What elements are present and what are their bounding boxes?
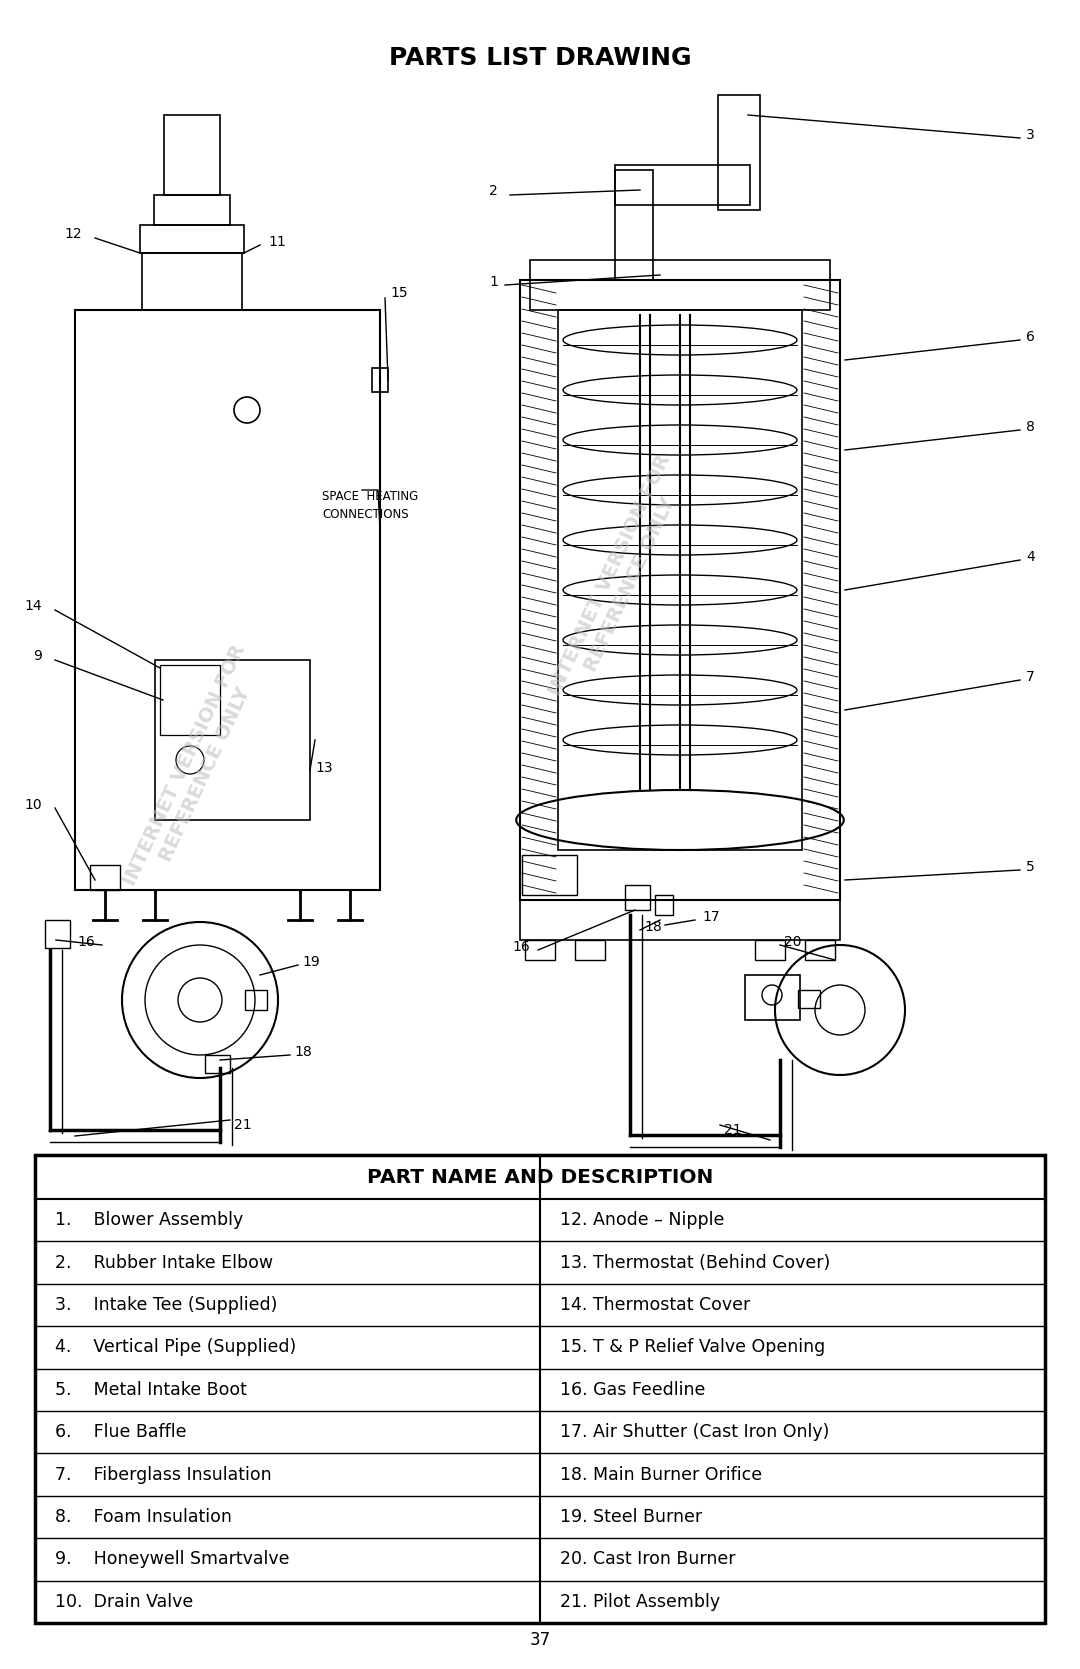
Text: 9.    Honeywell Smartvalve: 9. Honeywell Smartvalve bbox=[55, 1551, 289, 1569]
Bar bbox=[154, 195, 230, 225]
Bar bbox=[35, 1155, 1045, 1198]
Bar bbox=[805, 940, 835, 960]
Text: 15. T & P Relief Valve Opening: 15. T & P Relief Valve Opening bbox=[561, 1339, 825, 1357]
Text: 18: 18 bbox=[644, 920, 662, 935]
Bar bbox=[558, 310, 802, 850]
Text: 12: 12 bbox=[65, 227, 82, 240]
Text: 12. Anode – Nipple: 12. Anode – Nipple bbox=[561, 1212, 725, 1228]
Text: 14: 14 bbox=[25, 599, 42, 613]
Bar bbox=[156, 659, 310, 819]
Text: 17: 17 bbox=[702, 910, 719, 925]
Text: 6.    Flue Baffle: 6. Flue Baffle bbox=[55, 1424, 187, 1442]
Bar bbox=[372, 367, 388, 392]
Text: 11: 11 bbox=[268, 235, 286, 249]
Text: 18. Main Burner Orifice: 18. Main Burner Orifice bbox=[561, 1465, 762, 1484]
Bar bbox=[530, 260, 831, 310]
Bar bbox=[75, 310, 380, 890]
Text: 1: 1 bbox=[489, 275, 498, 289]
Text: INTERNET VERSION FOR
REFERENCE ONLY: INTERNET VERSION FOR REFERENCE ONLY bbox=[545, 452, 694, 708]
Text: 7: 7 bbox=[1026, 669, 1035, 684]
Text: 16: 16 bbox=[78, 935, 95, 950]
Text: 14. Thermostat Cover: 14. Thermostat Cover bbox=[561, 1297, 751, 1314]
Text: SPACE  HEATING
CONNECTIONS: SPACE HEATING CONNECTIONS bbox=[322, 491, 418, 521]
Text: 19. Steel Burner: 19. Steel Burner bbox=[561, 1509, 702, 1525]
Text: 6: 6 bbox=[1026, 330, 1035, 344]
Text: 21. Pilot Assembly: 21. Pilot Assembly bbox=[561, 1592, 720, 1611]
Bar bbox=[519, 900, 840, 940]
Text: 8.    Foam Insulation: 8. Foam Insulation bbox=[55, 1509, 232, 1525]
Text: 5: 5 bbox=[1026, 860, 1035, 875]
Bar bbox=[45, 920, 70, 948]
Bar bbox=[575, 940, 605, 960]
Text: INTERNET VERSION FOR
REFERENCE ONLY: INTERNET VERSION FOR REFERENCE ONLY bbox=[121, 643, 269, 898]
Text: 3: 3 bbox=[1026, 129, 1035, 142]
Bar bbox=[35, 1155, 1045, 1622]
Text: 4: 4 bbox=[1026, 551, 1035, 564]
Text: 37: 37 bbox=[529, 1631, 551, 1649]
Text: PART NAME AND DESCRIPTION: PART NAME AND DESCRIPTION bbox=[367, 1168, 713, 1187]
Bar bbox=[90, 865, 120, 890]
Bar bbox=[522, 855, 577, 895]
Bar bbox=[745, 975, 800, 1020]
Bar bbox=[245, 990, 267, 1010]
Bar bbox=[755, 940, 785, 960]
Text: 19: 19 bbox=[302, 955, 320, 970]
Text: 20: 20 bbox=[784, 935, 801, 950]
Text: 20. Cast Iron Burner: 20. Cast Iron Burner bbox=[561, 1551, 735, 1569]
Text: 2: 2 bbox=[489, 184, 498, 199]
Bar bbox=[205, 1055, 230, 1073]
Bar bbox=[141, 254, 242, 310]
Bar bbox=[798, 990, 820, 1008]
Bar bbox=[525, 940, 555, 960]
Text: 21: 21 bbox=[234, 1118, 252, 1132]
Text: 4.    Vertical Pipe (Supplied): 4. Vertical Pipe (Supplied) bbox=[55, 1339, 296, 1357]
Text: 8: 8 bbox=[1026, 421, 1035, 434]
Text: 16. Gas Feedline: 16. Gas Feedline bbox=[561, 1380, 705, 1399]
Text: 7.    Fiberglass Insulation: 7. Fiberglass Insulation bbox=[55, 1465, 272, 1484]
Text: 5.    Metal Intake Boot: 5. Metal Intake Boot bbox=[55, 1380, 247, 1399]
Text: 10.  Drain Valve: 10. Drain Valve bbox=[55, 1592, 193, 1611]
Text: 13: 13 bbox=[315, 761, 333, 774]
Text: 17. Air Shutter (Cast Iron Only): 17. Air Shutter (Cast Iron Only) bbox=[561, 1424, 829, 1442]
Text: 21: 21 bbox=[724, 1123, 742, 1137]
Text: 10: 10 bbox=[25, 798, 42, 813]
Text: 3.    Intake Tee (Supplied): 3. Intake Tee (Supplied) bbox=[55, 1297, 278, 1314]
Text: 1.    Blower Assembly: 1. Blower Assembly bbox=[55, 1212, 243, 1228]
Text: 16: 16 bbox=[512, 940, 530, 955]
Bar bbox=[615, 170, 653, 280]
Bar bbox=[718, 95, 760, 210]
Text: PARTS LIST DRAWING: PARTS LIST DRAWING bbox=[389, 47, 691, 70]
Text: 13. Thermostat (Behind Cover): 13. Thermostat (Behind Cover) bbox=[561, 1253, 831, 1272]
Bar bbox=[625, 885, 650, 910]
Bar bbox=[654, 895, 673, 915]
Bar bbox=[140, 225, 244, 254]
Text: 15: 15 bbox=[390, 285, 407, 300]
Text: 18: 18 bbox=[294, 1045, 312, 1060]
Bar bbox=[164, 115, 220, 195]
Text: 2.    Rubber Intake Elbow: 2. Rubber Intake Elbow bbox=[55, 1253, 273, 1272]
Text: 9: 9 bbox=[33, 649, 42, 663]
Bar bbox=[519, 280, 840, 900]
Bar bbox=[160, 664, 220, 734]
Bar bbox=[615, 165, 750, 205]
